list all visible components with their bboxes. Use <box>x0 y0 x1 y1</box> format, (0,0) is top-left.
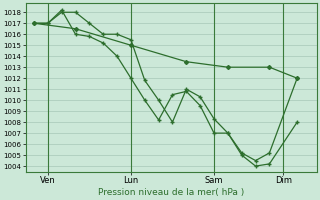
X-axis label: Pression niveau de la mer( hPa ): Pression niveau de la mer( hPa ) <box>98 188 244 197</box>
